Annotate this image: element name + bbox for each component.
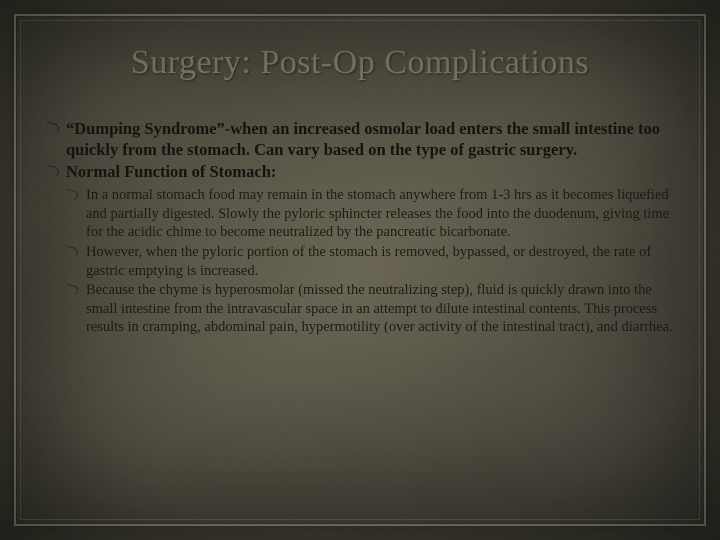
sub-bullet-list: In a normal stomach food may remain in t…: [66, 186, 674, 336]
main-bullet: Normal Function of Stomach:: [46, 161, 674, 182]
slide-title: Surgery: Post-Op Complications: [0, 44, 720, 82]
main-bullet: “Dumping Syndrome”-when an increased osm…: [46, 118, 674, 160]
slide-content: “Dumping Syndrome”-when an increased osm…: [46, 118, 674, 338]
sub-bullet: Because the chyme is hyperosmolar (misse…: [66, 281, 674, 337]
sub-bullet: However, when the pyloric portion of the…: [66, 243, 674, 280]
slide-container: Surgery: Post-Op Complications “Dumping …: [0, 0, 720, 540]
main-bullet-list: “Dumping Syndrome”-when an increased osm…: [46, 118, 674, 182]
sub-bullet: In a normal stomach food may remain in t…: [66, 186, 674, 242]
